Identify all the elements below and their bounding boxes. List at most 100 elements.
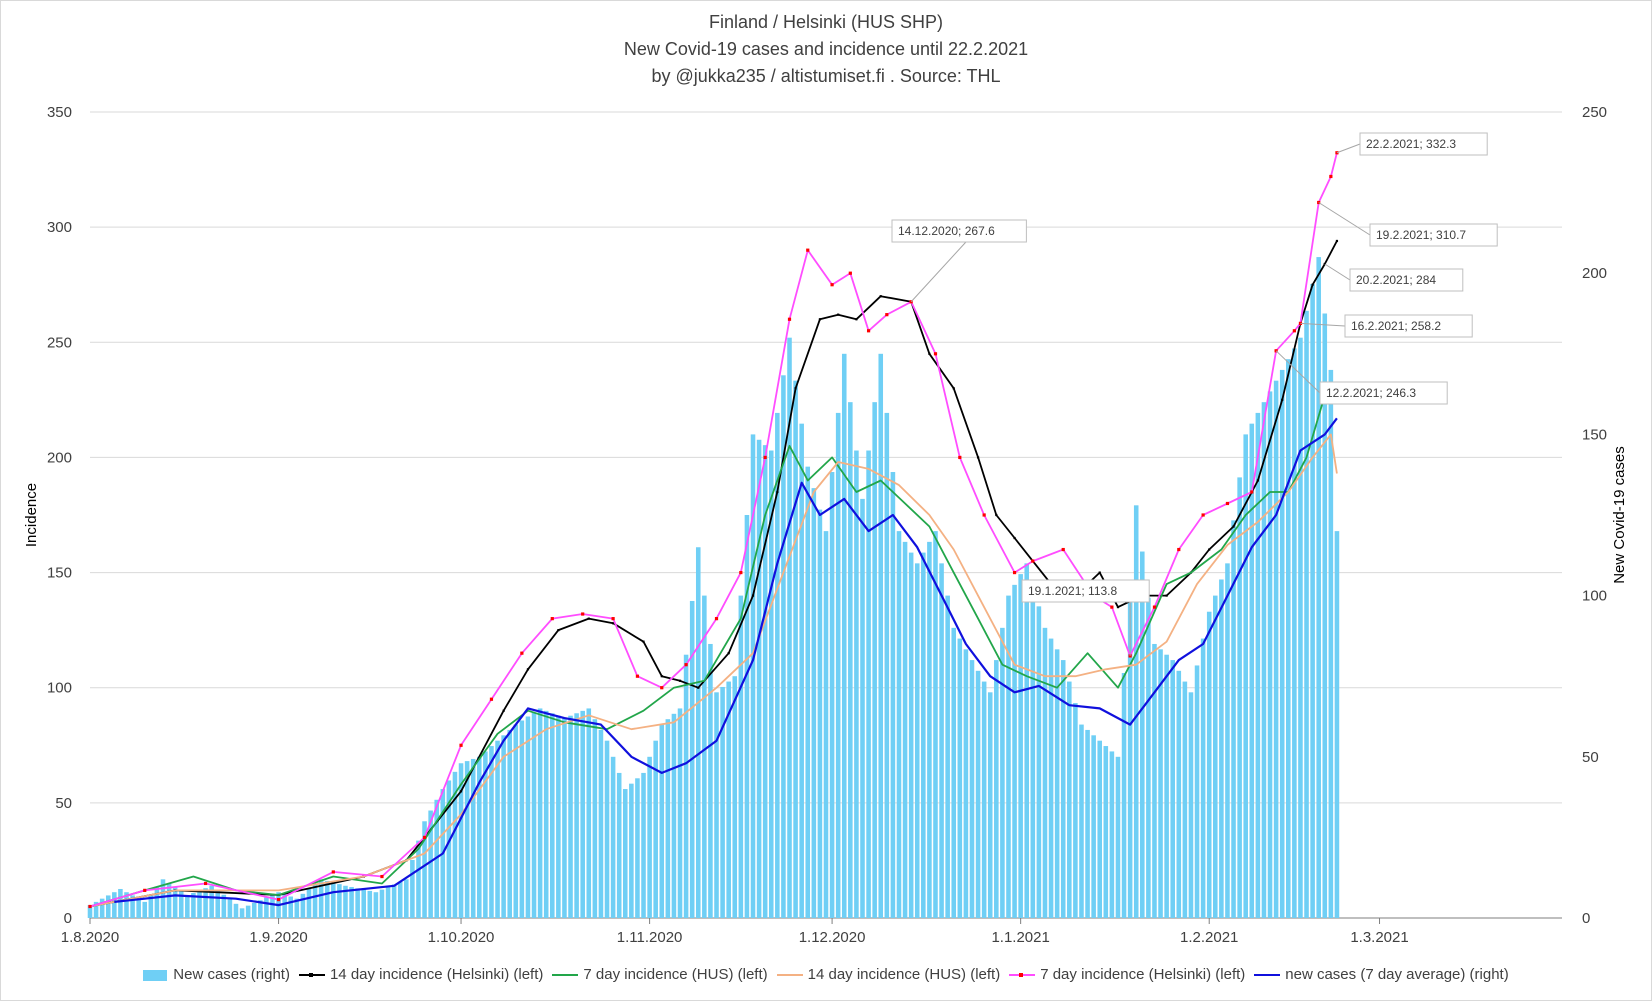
bar [1206,611,1212,918]
data-point [143,888,147,892]
bar [556,715,561,918]
bar [1012,584,1017,918]
annotation-box [1349,268,1464,292]
x-tick-label: 1.8.2020 [61,929,119,946]
legend-label: 14 day incidence (HUS) (left) [807,966,1001,983]
data-point [751,594,755,597]
bar [921,552,926,918]
data-point [678,679,682,682]
bar [203,888,208,918]
bar [355,888,360,918]
x-tick-label: 1.9.2020 [249,929,307,946]
bar [768,450,774,918]
bar [160,879,166,918]
bar [312,884,318,918]
data-point [1116,606,1120,609]
bar [829,472,835,918]
data-point [976,456,980,459]
bar [197,890,202,918]
x-tick-label: 1.3.2021 [1350,929,1408,946]
bar [434,799,439,918]
data-point [611,617,615,621]
data-point [928,352,931,355]
bar [1213,595,1218,918]
bar [562,718,567,918]
bar [811,488,817,918]
bar [495,740,500,918]
x-tick-label: 1.2.2021 [1180,929,1238,946]
bar [142,901,148,918]
bar [848,402,853,918]
data-point [581,612,585,616]
data-point [958,455,962,460]
data-point [1335,239,1339,243]
annotation-label: 19.2.2021; 310.7 [1376,228,1466,242]
y2-tick-label: 150 [1582,426,1607,443]
bar [884,412,890,918]
data-point [787,317,792,321]
bar [550,713,555,918]
bar [629,783,634,918]
bar [1121,672,1127,918]
x-tick-label: 1.10.2020 [428,929,495,946]
combo-chart: 0 50 100 150 200 250 300 350 0 50 100 150 200 250 1.8.… [23,104,1628,946]
bar [872,402,877,918]
annotation-leader [1324,263,1351,281]
bar [112,892,117,918]
legend-item: 14 day incidence (Helsinki) (left) [298,966,543,983]
data-point [830,283,834,287]
bar [568,715,573,918]
data-point [1281,398,1284,401]
data-point [557,629,560,632]
data-point [550,617,554,621]
y-tick-label: 50 [55,795,72,812]
bar [951,627,957,918]
bar [282,894,287,918]
data-point [660,675,663,678]
series-line [89,395,1326,908]
bar [1292,348,1297,919]
bar [1219,579,1224,918]
bar [264,897,269,918]
bar [1085,729,1090,918]
bar [270,894,275,918]
bar [781,375,786,918]
annotation-leader [1275,350,1321,394]
data-point [952,387,955,390]
chart-legend: New cases (right) 14 day incidence (Helsi… [0,966,1652,983]
bar [331,882,336,918]
annotation-leader [1318,202,1371,236]
y-tick-label: 200 [47,449,72,466]
data-point [88,904,92,909]
bar [1286,359,1291,918]
bar [1042,627,1048,918]
bar [470,758,476,918]
bar [124,892,129,918]
data-point [1208,548,1211,551]
bar [1103,746,1109,918]
bar [87,905,93,918]
annotation-label: 12.2.2021; 246.3 [1326,386,1416,400]
legend-item: 14 day incidence (HUS) (left) [776,966,1001,983]
bar [324,880,330,918]
bar [452,771,458,918]
annotation-label: 22.2.2021; 332.3 [1366,137,1456,151]
data-point [739,570,743,575]
bar [914,563,920,918]
chart-title-line1: Finland / Helsinki (HUS SHP) [708,12,944,32]
data-point [502,709,505,712]
bar [799,423,804,918]
data-point [1012,570,1017,575]
legend-label: new cases (7 day average) (right) [1285,966,1509,983]
bar [702,595,707,918]
bar [428,810,433,918]
bar [1334,531,1340,918]
bar [1243,434,1248,918]
bar [1048,638,1054,918]
bar [1097,740,1102,918]
bar [233,903,239,918]
y-tick-label: 150 [47,565,72,582]
annotation-box [1369,223,1498,247]
annotation-label: 14.12.2020; 267.6 [898,224,995,238]
bar [397,881,403,918]
